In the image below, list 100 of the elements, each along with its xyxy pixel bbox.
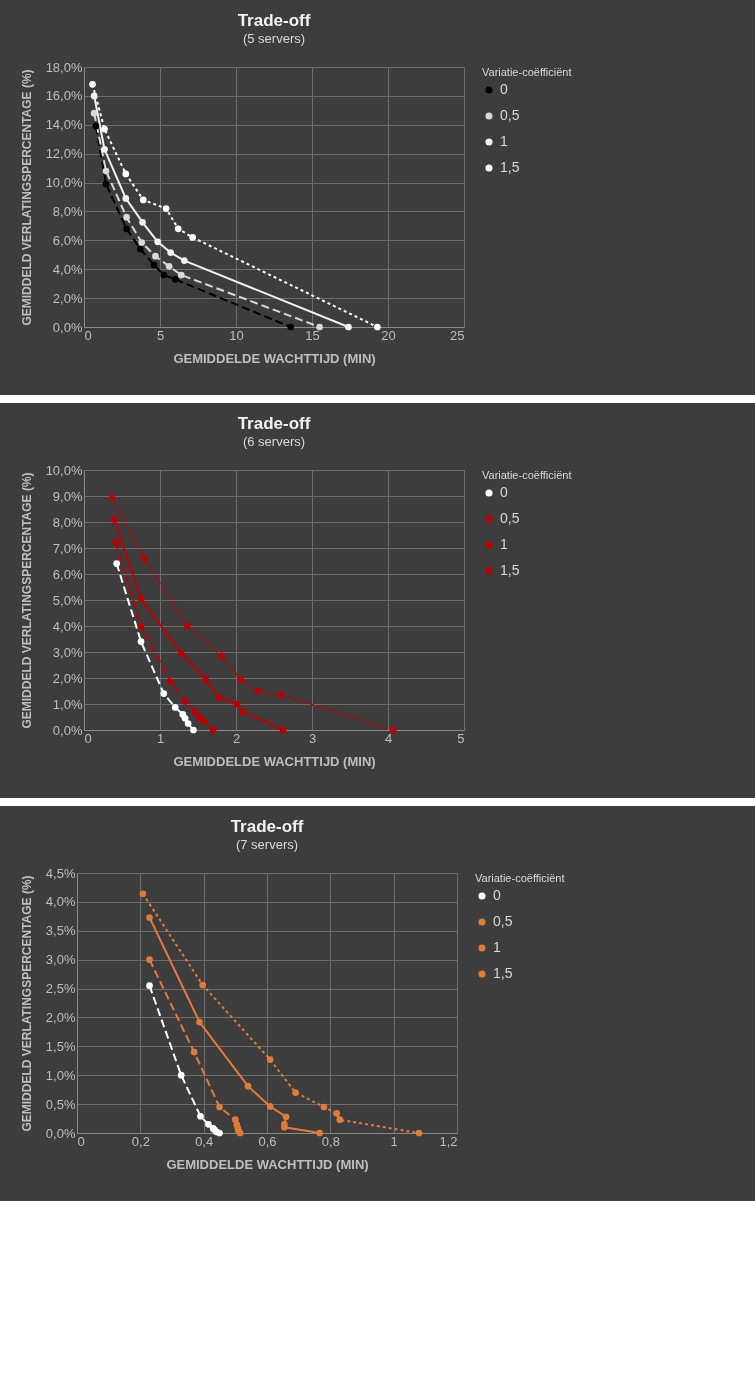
y-tick-label: 2,0% [52,670,83,686]
legend-title: Variatie-coëfficiënt [475,872,565,884]
point [171,704,179,711]
x-axis-title: GEMIDDELDE WACHTTIJD (MIN) [166,1156,369,1172]
point [202,675,209,683]
point [167,678,174,686]
point [171,275,179,283]
x-tick-label: 0,4 [195,1133,214,1149]
x-tick-label: 25 [450,327,465,343]
point [345,323,352,331]
point [165,262,173,270]
point [190,726,197,734]
legend-label: 0 [500,81,508,97]
legend-label: 0,5 [500,107,520,123]
y-tick-label: 0,0% [52,319,83,335]
point [177,649,185,657]
point [113,560,121,567]
point [123,213,130,221]
x-tick-label: 5 [156,327,165,343]
point [139,218,146,226]
point [137,595,145,603]
point [90,92,98,100]
chart-subtitle: (5 servers) [242,31,306,46]
legend-label: 0 [500,484,508,500]
x-tick-label: 20 [381,327,396,343]
point [174,225,182,233]
point [189,234,197,241]
point [108,493,116,501]
x-tick-label: 0,8 [321,1133,340,1149]
point [177,1071,185,1079]
point [102,167,110,175]
point [152,252,159,260]
point [266,1103,274,1110]
point [140,555,148,562]
point [199,717,207,725]
point [137,638,145,645]
y-tick-label: 0,5% [45,1096,76,1112]
y-tick-label: 0,0% [45,1125,76,1141]
legend-label: 1 [493,939,501,955]
point [415,1129,423,1137]
point [191,708,199,716]
x-tick-label: 2 [232,730,241,746]
y-tick-label: 0,0% [52,722,83,738]
y-tick-label: 4,0% [45,894,76,910]
point [239,708,247,716]
point [92,122,100,130]
point [167,249,174,256]
legend-label: 1,5 [500,562,520,578]
y-tick-label: 3,0% [45,952,76,968]
x-tick-label: 0 [84,730,92,746]
point [196,713,203,721]
y-tick-label: 4,0% [52,618,83,634]
point [181,698,189,705]
point [154,238,162,246]
point [292,1089,299,1096]
chart-title: Trade-off [237,414,311,433]
chart-subtitle: (7 servers) [235,837,299,852]
y-tick-label: 6,0% [52,232,83,248]
point [336,1116,344,1124]
x-axis-title: GEMIDDELDE WACHTTIJD (MIN) [173,350,376,366]
point [197,1112,204,1120]
point [237,675,244,683]
y-tick-label: 8,0% [52,514,83,530]
point [316,1129,323,1137]
chart-subtitle: (6 servers) [242,434,306,449]
legend-label: 1 [500,133,508,149]
point [277,691,285,699]
legend-label: 1,5 [493,965,513,981]
x-tick-label: 0,2 [131,1133,150,1149]
y-tick-label: 12,0% [45,146,83,162]
point [112,539,120,547]
point [122,170,130,178]
point [199,981,207,989]
y-tick-label: 8,0% [52,203,83,219]
point [374,323,381,331]
y-tick-label: 1,0% [45,1067,76,1083]
point [146,982,153,990]
point [320,1103,328,1111]
y-tick-label: 1,5% [45,1038,76,1054]
point [111,516,118,523]
point [89,80,96,88]
point [254,687,262,695]
x-tick-label: 0 [84,327,92,343]
point [146,956,153,964]
point [333,1110,341,1117]
point [279,726,287,734]
point [389,726,397,734]
point [209,726,217,734]
point [184,720,192,727]
x-tick-label: 0,6 [258,1133,277,1149]
point [146,914,153,921]
legend-label: 1 [500,536,508,552]
point [177,271,185,279]
x-tick-label: 15 [305,327,320,343]
point [137,622,145,630]
point [218,652,225,660]
point [282,1113,290,1121]
legend-label: 0,5 [500,510,520,526]
chart-title: Trade-off [237,11,311,30]
point [123,225,130,233]
